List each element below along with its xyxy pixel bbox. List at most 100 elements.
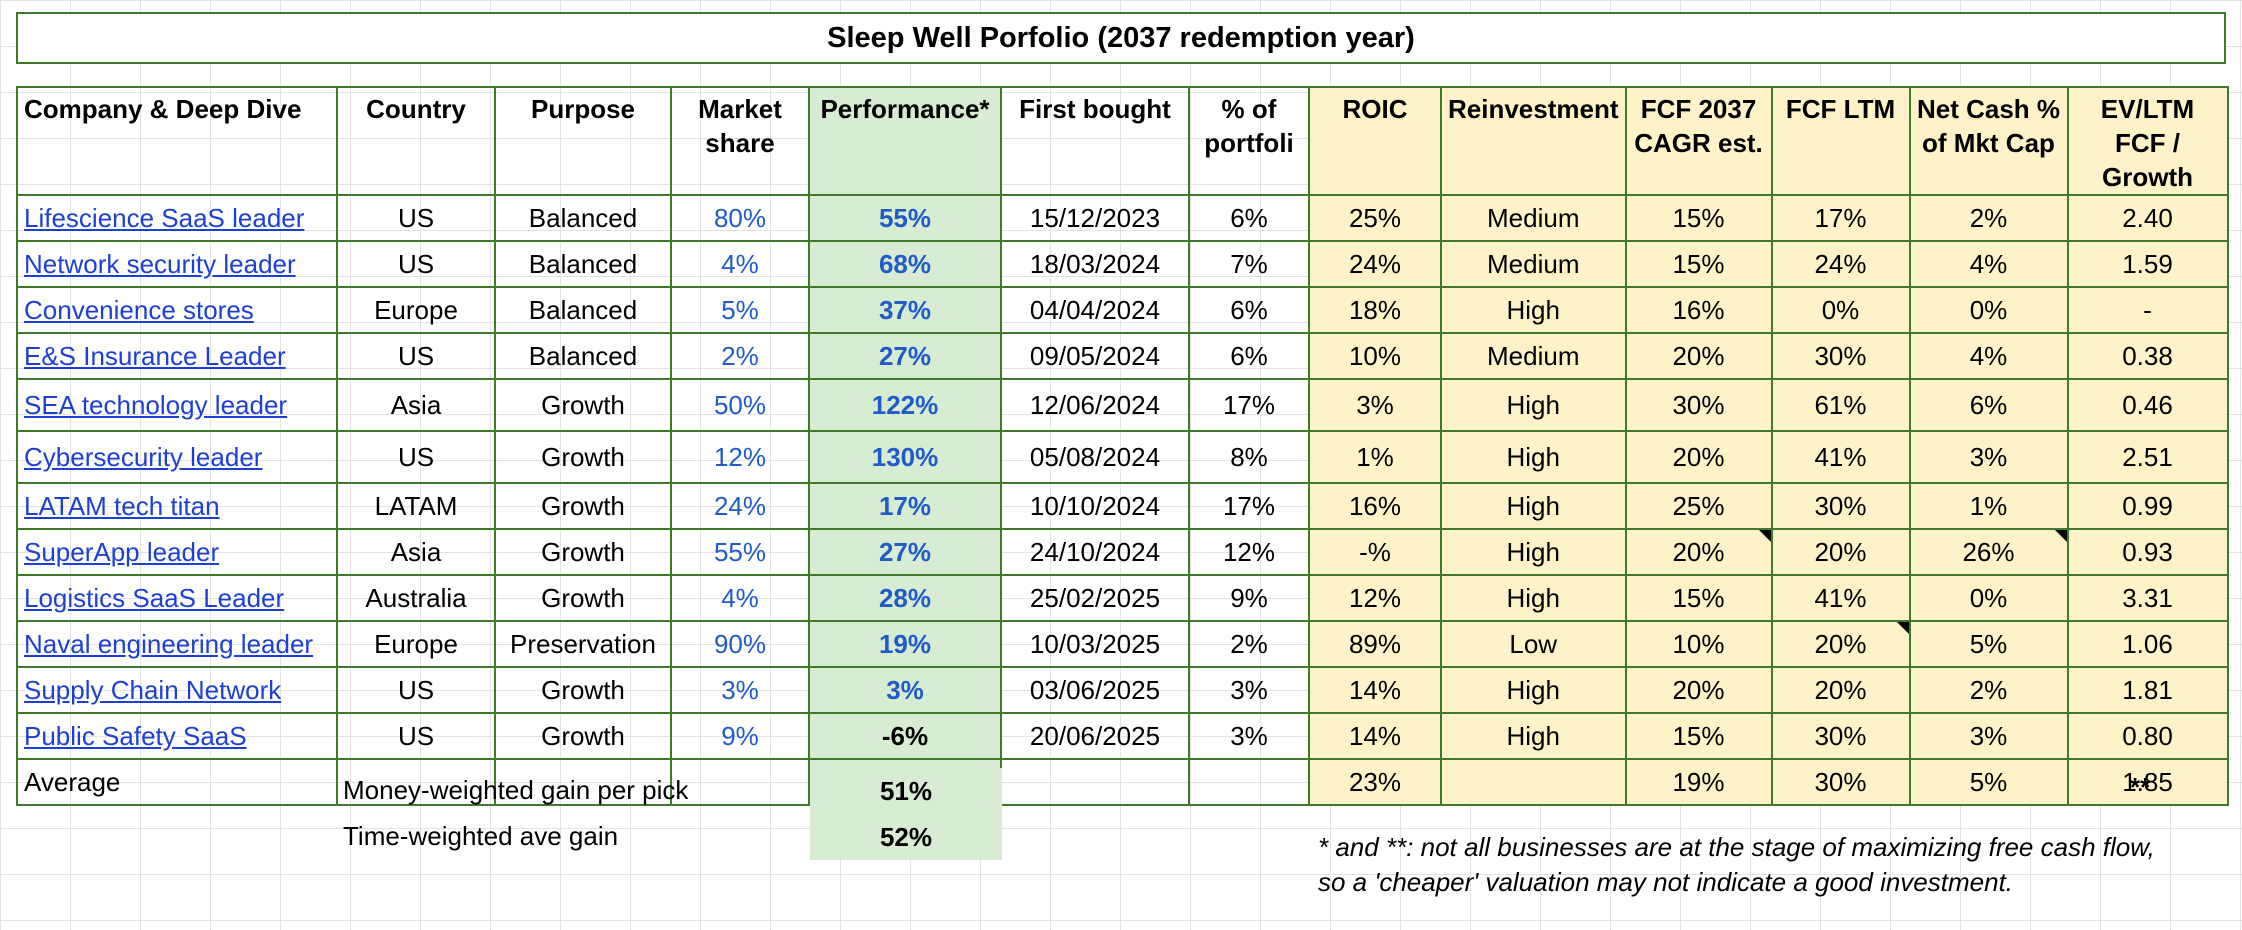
company-link[interactable]: Logistics SaaS Leader [16, 574, 338, 622]
purpose-cell: Growth [494, 712, 672, 760]
pct-portfolio-cell: 8% [1188, 430, 1310, 484]
company-link[interactable]: Public Safety SaaS [16, 712, 338, 760]
company-link[interactable]: E&S Insurance Leader [16, 332, 338, 380]
net-cash-cell: 26% [1908, 528, 2069, 576]
net-cash-cell: 0% [1908, 286, 2069, 334]
pct-portfolio-cell: 2% [1188, 620, 1310, 668]
reinvestment-cell: High [1440, 430, 1627, 484]
average-ev-fcf: 1.85 [2066, 758, 2229, 806]
net-cash-cell: 3% [1908, 712, 2069, 760]
market-share-cell: 4% [670, 240, 810, 288]
pct-portfolio-cell: 3% [1188, 666, 1310, 714]
purpose-cell: Growth [494, 666, 672, 714]
header-fcf-ltm: FCF LTM [1770, 86, 1911, 196]
performance-cell: 27% [808, 528, 1002, 576]
header-ev-fcf: EV/LTM FCF / Growth [2066, 86, 2229, 196]
ev-fcf-cell: 0.80 [2066, 712, 2229, 760]
roic-cell: 14% [1308, 712, 1442, 760]
fcf-ltm-cell: 30% [1770, 332, 1911, 380]
country-cell: US [336, 240, 496, 288]
reinvestment-cell: Low [1440, 620, 1627, 668]
roic-cell: 3% [1308, 378, 1442, 432]
roic-cell: 10% [1308, 332, 1442, 380]
table-row: Cybersecurity leader US Growth 12% 130% 05/08… [16, 430, 2229, 484]
first-bought-cell: 05/08/2024 [1000, 430, 1190, 484]
average-fcf-ltm: 30% [1770, 758, 1911, 806]
table-row: Convenience stores Europe Balanced 5% 37% 04/… [16, 286, 2229, 334]
ev-fcf-cell: 0.38 [2066, 332, 2229, 380]
first-bought-cell: 10/10/2024 [1000, 482, 1190, 530]
pct-portfolio-cell: 12% [1188, 528, 1310, 576]
header-net-cash: Net Cash % of Mkt Cap [1908, 86, 2069, 196]
empty-cell [1188, 758, 1310, 806]
ev-fcf-cell: 2.51 [2066, 430, 2229, 484]
fcf-cagr-cell: 25% [1624, 482, 1773, 530]
ev-fcf-cell: 0.99 [2066, 482, 2229, 530]
purpose-cell: Balanced [494, 240, 672, 288]
footnote-line-2: so a 'cheaper' valuation may not indicat… [1318, 867, 2014, 897]
company-link[interactable]: Naval engineering leader [16, 620, 338, 668]
market-share-cell: 24% [670, 482, 810, 530]
company-link[interactable]: Convenience stores [16, 286, 338, 334]
purpose-cell: Preservation [494, 620, 672, 668]
company-link[interactable]: SEA technology leader [16, 378, 338, 432]
money-weighted-value: 51% [810, 768, 1002, 814]
company-link[interactable]: SuperApp leader [16, 528, 338, 576]
header-company: Company & Deep Dive [16, 86, 338, 196]
purpose-cell: Growth [494, 482, 672, 530]
first-bought-cell: 09/05/2024 [1000, 332, 1190, 380]
first-bought-cell: 10/03/2025 [1000, 620, 1190, 668]
fcf-ltm-cell: 20% [1770, 528, 1911, 576]
table-row: SuperApp leader Asia Growth 55% 27% 24/10/202… [16, 528, 2229, 576]
country-cell: US [336, 430, 496, 484]
page-title: Sleep Well Porfolio (2037 redemption yea… [16, 12, 2226, 64]
company-link[interactable]: Lifescience SaaS leader [16, 194, 338, 242]
table-row: Network security leader US Balanced 4% 68% 18… [16, 240, 2229, 288]
net-cash-cell: 2% [1908, 194, 2069, 242]
company-link[interactable]: Supply Chain Network [16, 666, 338, 714]
reinvestment-cell: High [1440, 482, 1627, 530]
first-bought-cell: 25/02/2025 [1000, 574, 1190, 622]
first-bought-cell: 12/06/2024 [1000, 378, 1190, 432]
performance-cell: 3% [808, 666, 1002, 714]
net-cash-cell: 3% [1908, 430, 2069, 484]
fcf-cagr-cell: 20% [1624, 332, 1773, 380]
roic-cell: -% [1308, 528, 1442, 576]
empty-cell [336, 758, 496, 806]
company-link[interactable]: LATAM tech titan [16, 482, 338, 530]
table-row: LATAM tech titan LATAM Growth 24% 17% 10/10/2… [16, 482, 2229, 530]
average-net-cash: 5% [1908, 758, 2069, 806]
header-first-bought: First bought [1000, 86, 1190, 196]
roic-cell: 1% [1308, 430, 1442, 484]
first-bought-cell: 24/10/2024 [1000, 528, 1190, 576]
pct-portfolio-cell: 6% [1188, 332, 1310, 380]
country-cell: Europe [336, 286, 496, 334]
footnote-line-1: * and **: not all businesses are at the … [1318, 832, 2155, 862]
fcf-cagr-cell: 20% [1624, 666, 1773, 714]
company-link[interactable]: Cybersecurity leader [16, 430, 338, 484]
company-link[interactable]: Network security leader [16, 240, 338, 288]
fcf-cagr-cell: 16% [1624, 286, 1773, 334]
net-cash-cell: 1% [1908, 482, 2069, 530]
market-share-cell: 80% [670, 194, 810, 242]
time-weighted-value: 52% [810, 814, 1002, 860]
market-share-cell: 90% [670, 620, 810, 668]
roic-cell: 24% [1308, 240, 1442, 288]
average-roic: 23% [1308, 758, 1442, 806]
market-share-cell: 55% [670, 528, 810, 576]
pct-portfolio-cell: 7% [1188, 240, 1310, 288]
roic-cell: 25% [1308, 194, 1442, 242]
fcf-cagr-cell: 20% [1624, 528, 1773, 576]
header-market-share: Market share [670, 86, 810, 196]
table-row: E&S Insurance Leader US Balanced 2% 27% 09/05… [16, 332, 2229, 380]
empty-cell [494, 758, 672, 806]
reinvestment-cell: Medium [1440, 194, 1627, 242]
fcf-cagr-cell: 10% [1624, 620, 1773, 668]
ev-fcf-cell: 2.40 [2066, 194, 2229, 242]
reinvestment-cell: High [1440, 666, 1627, 714]
performance-cell: 122% [808, 378, 1002, 432]
header-row: Company & Deep Dive Country Purpose Mark… [16, 86, 2229, 196]
net-cash-cell: 4% [1908, 332, 2069, 380]
purpose-cell: Growth [494, 378, 672, 432]
fcf-cagr-cell: 20% [1624, 430, 1773, 484]
